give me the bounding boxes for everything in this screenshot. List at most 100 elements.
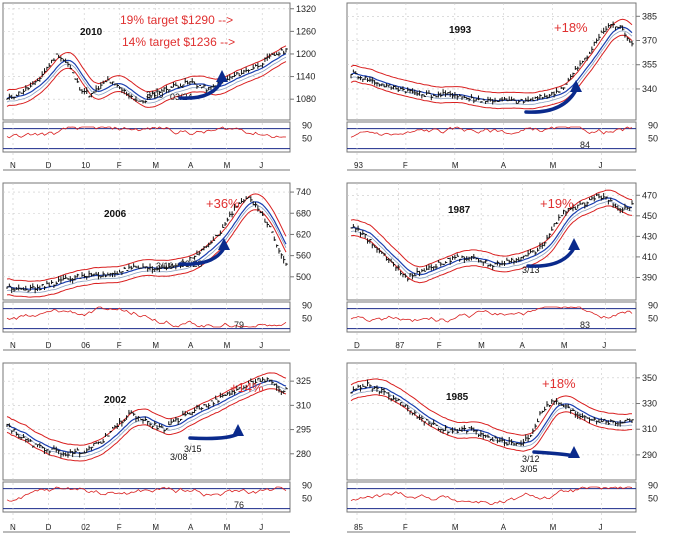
upper-band-line — [350, 189, 633, 268]
oscillator-tick-label: 90 — [302, 300, 312, 310]
trend-arrow-head — [218, 238, 230, 250]
price-tick-label: 1260 — [296, 26, 316, 36]
year-label: 1987 — [448, 205, 471, 216]
inner-envelope-line — [6, 204, 287, 294]
trend-arrow — [178, 246, 226, 266]
oscillator-tick-label: 50 — [648, 314, 658, 324]
oscillator-line — [6, 486, 287, 502]
gain-annotation: +14% — [230, 380, 264, 395]
price-tick-label: 740 — [296, 187, 311, 197]
date-tick-label: 06 — [81, 341, 90, 350]
date-tick-label: A — [188, 161, 194, 170]
chart-panel-1987: 470 450 430 410 390 90 50 D 87 F M A M J 83 1987 +19% 3/1… — [344, 180, 682, 356]
date-tick-label: N — [10, 161, 16, 170]
date-tick-label: J — [259, 341, 263, 350]
price-tick-label: 310 — [642, 424, 657, 434]
date-tick-label: M — [152, 161, 159, 170]
oscillator-frame — [346, 301, 637, 333]
oscillator-tick-label: 50 — [648, 494, 658, 504]
price-tick-label: 370 — [642, 36, 657, 46]
date-tick-label: A — [520, 341, 526, 350]
oscillator-line — [6, 126, 287, 139]
date-tick-label: D — [46, 523, 52, 532]
price-tick-label: 470 — [642, 190, 657, 200]
chart-svg-1993: 385 370 355 340 90 50 93 F M A M J 84 1993 +18% — [344, 0, 682, 176]
oscillator-tick-label: 90 — [648, 480, 658, 490]
price-frame — [2, 182, 291, 301]
date-tick-label: M — [224, 341, 231, 350]
trend-arrow-head — [568, 238, 580, 250]
date-tick-label: M — [224, 523, 231, 532]
oscillator-tick-label: 90 — [302, 120, 312, 130]
year-label: 2010 — [80, 27, 103, 38]
price-tick-label: 430 — [642, 231, 657, 241]
date-tick-label: M — [561, 341, 568, 350]
upper-band-line — [6, 372, 287, 446]
date-tick-label: J — [599, 161, 603, 170]
trend-arrow-head — [216, 70, 228, 82]
trend-arrow — [178, 78, 224, 100]
date-annotation: 3/08 — [170, 452, 188, 462]
date-tick-label: A — [501, 161, 507, 170]
date-tick-label: A — [188, 341, 194, 350]
date-annotation: 3/15 — [184, 444, 202, 454]
gain-annotation: +19% — [540, 196, 574, 211]
date-tick-label: 85 — [354, 523, 363, 532]
date-annotation: 3/12 — [522, 454, 540, 464]
date-tick-label: N — [10, 523, 16, 532]
price-tick-label: 450 — [642, 211, 657, 221]
price-frame — [346, 362, 637, 481]
price-tick-label: 325 — [296, 376, 311, 386]
year-label: 2006 — [104, 209, 127, 220]
gain-annotation: 19% target $1290 --> — [120, 13, 233, 27]
price-tick-label: 295 — [296, 425, 311, 435]
gain-annotation: +18% — [554, 20, 588, 35]
chart-panel-2002: 325 310 295 280 90 50 N D 02 F M A M J 76 2002 +14% 3/15 3… — [0, 360, 336, 538]
lower-band-line — [6, 209, 287, 298]
upper-band-line — [6, 45, 287, 92]
date-tick-label: N — [10, 341, 16, 350]
price-tick-label: 330 — [642, 399, 657, 409]
price-tick-label: 560 — [296, 251, 311, 261]
chart-panel-1993: 385 370 355 340 90 50 93 F M A M J 84 1993 +18% — [344, 0, 682, 176]
price-tick-label: 1140 — [296, 72, 315, 82]
lower-band-line — [350, 34, 633, 110]
date-tick-label: A — [501, 523, 507, 532]
date-tick-label: D — [46, 161, 52, 170]
oscillator-frame — [346, 481, 637, 513]
lower-band-line — [350, 394, 633, 452]
oscillator-value-label: 83 — [580, 320, 590, 330]
moving-average-line — [6, 53, 287, 100]
panel-background — [344, 0, 682, 176]
lower-band-line — [6, 61, 287, 108]
price-tick-label: 280 — [296, 449, 311, 459]
date-tick-label: M — [224, 161, 231, 170]
chart-panel-2010: 1320 1260 1200 1140 1080 90 50 N D 10 F M A M J 2010 19%… — [0, 0, 336, 176]
gain-annotation: +36% — [206, 196, 240, 211]
oscillator-tick-label: 50 — [302, 494, 312, 504]
price-tick-label: 1320 — [296, 4, 316, 14]
price-tick-label: 1200 — [296, 49, 316, 59]
oscillator-tick-label: 50 — [302, 134, 312, 144]
price-tick-label: 500 — [296, 272, 311, 282]
chart-svg-1985: 350 330 310 290 90 50 85 F M A M J 1985 +18% 3/123/05 — [344, 360, 682, 538]
price-tick-label: 355 — [642, 60, 657, 70]
chart-svg-1987: 470 450 430 410 390 90 50 D 87 F M A M J 83 1987 +19% 3/1… — [344, 180, 682, 356]
price-tick-label: 290 — [642, 450, 657, 460]
price-tick-label: 620 — [296, 229, 311, 239]
chart-svg-2006: 740 680 620 560 500 90 50 N D 06 F M A M J 79 2006 +36% 3/… — [0, 180, 336, 356]
price-tick-label: 385 — [642, 11, 657, 21]
price-frame — [346, 2, 637, 121]
date-tick-label: A — [188, 523, 194, 532]
date-tick-label: F — [117, 341, 122, 350]
date-tick-label: J — [602, 341, 606, 350]
date-tick-label: 93 — [354, 161, 363, 170]
chart-panel-2006: 740 680 620 560 500 90 50 N D 06 F M A M J 79 2006 +36% 3/… — [0, 180, 336, 356]
date-tick-label: M — [478, 341, 485, 350]
oscillator-line — [350, 126, 633, 138]
trend-arrow — [524, 88, 578, 114]
panel-background — [344, 180, 682, 356]
oscillator-tick-label: 50 — [648, 134, 658, 144]
oscillator-value-label: 79 — [234, 320, 244, 330]
oscillator-frame — [2, 481, 291, 513]
